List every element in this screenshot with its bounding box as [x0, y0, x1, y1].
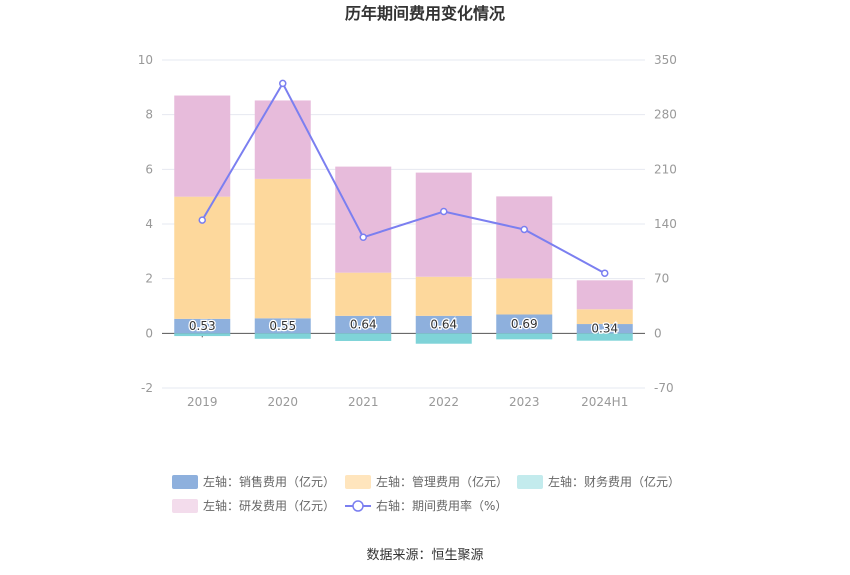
bar-segment: [496, 196, 553, 279]
legend-swatch: [517, 475, 543, 489]
legend-marker: [352, 500, 364, 512]
right-axis-tick: 0: [654, 326, 662, 340]
legend-item: 左轴：研发费用（亿元）: [172, 498, 335, 513]
x-axis-tick: 2022: [428, 395, 459, 409]
bar-segment: [254, 100, 311, 179]
legend-label: 左轴：管理费用（亿元）: [376, 474, 508, 489]
bars: [174, 95, 633, 344]
legend-label: 左轴：财务费用（亿元）: [548, 474, 680, 489]
bar-segment: [576, 324, 633, 334]
bar-segment: [415, 172, 472, 277]
left-axis-tick: 8: [145, 108, 153, 122]
left-axis-tick: 10: [138, 53, 153, 67]
bar-segment: [496, 278, 553, 315]
data-label: 0.55: [269, 319, 296, 333]
bar-segment: [335, 333, 392, 341]
bar-segment: [335, 166, 392, 273]
right-axis-tick: 140: [654, 217, 677, 231]
bar-segment: [174, 196, 231, 319]
bar-segment: [496, 314, 553, 334]
legend-item: 左轴：财务费用（亿元）: [517, 474, 680, 489]
chart-title: 历年期间费用变化情况: [345, 4, 505, 23]
legend-label: 右轴：期间费用率（%）: [376, 498, 507, 513]
rate-line: [198, 79, 609, 277]
source-note: 数据来源：恒生聚源: [366, 548, 483, 563]
x-axis-tick: 2024H1: [581, 395, 628, 409]
rate-point: [279, 79, 287, 88]
data-label: 0.34: [591, 322, 618, 336]
right-axis-tick: 70: [654, 272, 669, 286]
legend-item: 左轴：销售费用（亿元）: [172, 474, 335, 489]
axes: -2 0 2 4 6 8 10 -70 0 70 140 210 280 350 2019 2020 2021 2…: [138, 53, 677, 409]
x-axis-tick: 2020: [267, 395, 298, 409]
left-axis-tick: 0: [145, 326, 153, 340]
bar-segment: [335, 315, 392, 334]
rate-point: [359, 233, 367, 242]
legend-item: 左轴：管理费用（亿元）: [345, 474, 508, 489]
legend-swatch: [172, 475, 198, 489]
data-label: 0.64: [350, 318, 377, 332]
legend-label: 左轴：销售费用（亿元）: [203, 474, 335, 489]
bar-segment: [174, 333, 231, 337]
x-axis-tick: 2023: [509, 395, 540, 409]
data-label: 0.64: [430, 318, 457, 332]
left-axis-tick: 2: [145, 272, 153, 286]
bar-segment: [174, 318, 231, 334]
legend-swatch: [172, 499, 198, 513]
data-labels: 0.53 0.55 0.64 0.64 0.69 0.34: [188, 316, 620, 337]
right-axis-tick: -70: [654, 381, 674, 395]
bar-segment: [254, 318, 311, 334]
bar-segment: [174, 95, 231, 197]
left-axis-tick: 6: [145, 162, 153, 176]
left-axis-tick: 4: [145, 217, 153, 231]
rate-point: [198, 216, 206, 224]
bar-segment: [415, 315, 472, 334]
data-label: 0.69: [511, 317, 538, 331]
bar-segment: [576, 309, 633, 325]
legend-label: 左轴：研发费用（亿元）: [203, 498, 335, 513]
bar-segment: [254, 178, 311, 319]
bar-segment: [415, 333, 472, 344]
right-axis-tick: 280: [654, 108, 677, 122]
bar-segment: [335, 272, 392, 316]
x-axis-tick: 2019: [187, 395, 218, 409]
data-label: 0.53: [189, 319, 216, 333]
bar-segment: [496, 333, 553, 340]
x-axis-tick: 2021: [348, 395, 379, 409]
legend-item: 右轴：期间费用率（%）: [345, 498, 507, 513]
bar-segment: [254, 333, 311, 339]
rate-point: [601, 269, 609, 277]
bar-segment: [576, 280, 633, 310]
legend: 左轴：销售费用（亿元） 左轴：管理费用（亿元） 左轴：财务费用（亿元） 左轴：研发费用…: [172, 474, 680, 513]
rate-line-path: [201, 81, 606, 275]
bar-segment: [576, 333, 633, 341]
legend-swatch: [345, 475, 371, 489]
bar-segment: [415, 276, 472, 316]
right-axis-tick: 350: [654, 53, 677, 67]
rate-point: [520, 225, 528, 234]
right-axis-tick: 210: [654, 162, 677, 176]
left-axis-tick: -2: [141, 381, 153, 395]
rate-point: [440, 207, 448, 216]
